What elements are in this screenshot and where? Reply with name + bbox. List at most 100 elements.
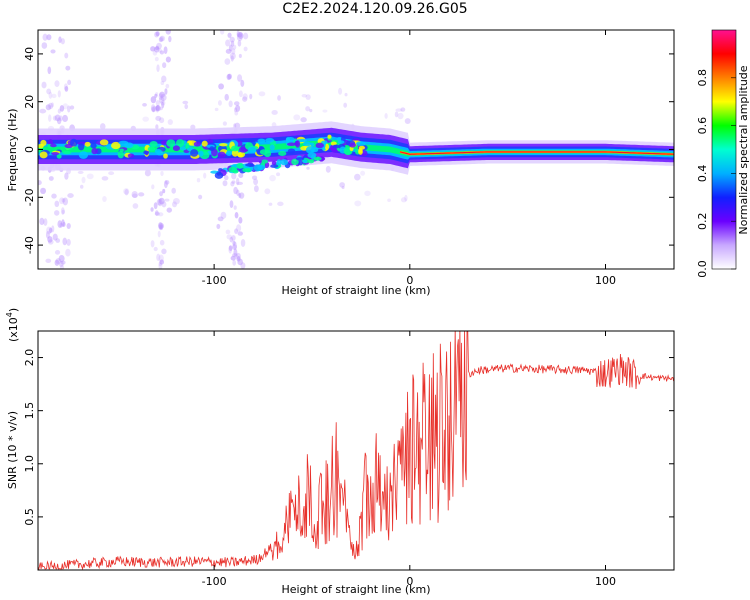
snr-frame xyxy=(37,330,675,571)
noise-dot xyxy=(57,108,61,114)
noise-dot xyxy=(222,121,227,126)
noise-dot xyxy=(55,238,61,243)
noise-dot xyxy=(277,95,281,101)
noise-dot xyxy=(39,217,45,226)
ridge-blob xyxy=(149,140,158,147)
noise-dot xyxy=(58,254,65,263)
noise-dot xyxy=(232,44,237,50)
branch-blob xyxy=(295,157,305,161)
colorbar: 0.0 0.2 0.4 0.6 0.8 Normalized spectral ampl… xyxy=(696,29,750,278)
noise-dot xyxy=(159,50,165,55)
noise-dot xyxy=(45,231,50,239)
ridge-blob xyxy=(127,153,135,158)
ridge-blob xyxy=(50,143,57,148)
branch-blob xyxy=(245,163,254,167)
noise-dot xyxy=(240,239,246,247)
noise-dot xyxy=(360,170,366,176)
ridge-blob xyxy=(355,141,366,146)
noise-dot xyxy=(242,93,248,100)
noise-dot xyxy=(190,124,196,130)
noise-dot xyxy=(108,171,115,176)
snr-background xyxy=(38,331,674,570)
x-tick-label: -100 xyxy=(202,575,227,588)
noise-dot xyxy=(57,90,61,98)
noise-dot xyxy=(165,56,171,63)
branch-blob xyxy=(313,156,322,161)
noise-dot xyxy=(258,91,266,97)
noise-dot xyxy=(54,114,61,122)
noise-dot xyxy=(228,100,233,108)
ridge-peak-core xyxy=(399,151,674,155)
noise-dot xyxy=(46,88,52,95)
noise-dot xyxy=(47,239,54,245)
noise-dot xyxy=(237,32,244,39)
noise-dot xyxy=(394,111,399,118)
noise-dot xyxy=(400,197,407,203)
noise-dot xyxy=(395,108,403,112)
noise-dot xyxy=(159,259,165,265)
y-tick-label: 20 xyxy=(23,95,36,109)
ridge-blob xyxy=(198,150,204,157)
noise-dot xyxy=(240,79,245,87)
noise-dot xyxy=(52,233,58,241)
noise-dot xyxy=(64,52,69,59)
noise-dot xyxy=(162,62,167,69)
branch-blob xyxy=(302,159,308,164)
ridge-blob xyxy=(225,150,232,156)
noise-dot xyxy=(159,91,165,98)
ridge-blob xyxy=(84,141,91,147)
noise-dot xyxy=(231,180,236,184)
ridge-blob xyxy=(51,151,60,156)
noise-dot xyxy=(233,186,238,195)
noise-dot xyxy=(47,236,53,243)
noise-dot xyxy=(237,231,243,236)
noise-dot xyxy=(81,176,86,184)
noise-dot xyxy=(45,104,52,111)
noise-dot xyxy=(41,42,48,49)
x-tick-label: 0 xyxy=(406,575,413,588)
noise-dot xyxy=(67,193,74,198)
noise-dot xyxy=(160,170,164,177)
noise-dot xyxy=(62,103,69,110)
noise-dot xyxy=(242,32,249,40)
noise-dot xyxy=(159,36,164,42)
ridge-blob xyxy=(40,139,47,147)
noise-dot xyxy=(269,174,276,182)
noise-dot xyxy=(224,58,231,65)
noise-dot xyxy=(276,172,281,177)
noise-dot xyxy=(159,239,165,246)
noise-dot xyxy=(163,180,168,189)
noise-dot xyxy=(305,94,311,100)
ridge-blob xyxy=(209,146,215,151)
noise-dot xyxy=(54,200,60,208)
colorbar-gradient xyxy=(711,29,737,270)
noise-dot xyxy=(238,216,243,224)
noise-dot xyxy=(400,107,406,112)
ridge-blob xyxy=(287,142,296,146)
noise-dot xyxy=(51,193,57,199)
noise-dot xyxy=(67,105,71,113)
colorbar-tick-label: 0.8 xyxy=(696,69,709,87)
ridge-blob xyxy=(259,149,268,155)
ridge-blob xyxy=(56,154,62,159)
noise-dot xyxy=(155,45,160,51)
noise-dot xyxy=(54,210,60,216)
noise-dot xyxy=(65,248,71,257)
x-tick-label: 100 xyxy=(595,575,616,588)
noise-dot xyxy=(228,44,233,52)
noise-dot xyxy=(161,101,165,109)
noise-dot xyxy=(387,198,391,203)
noise-dot xyxy=(171,187,176,194)
noise-dot xyxy=(216,223,221,230)
noise-dot xyxy=(150,46,156,52)
noise-dot xyxy=(48,176,54,181)
noise-dot xyxy=(67,79,72,86)
ridge-blob xyxy=(154,148,162,154)
noise-dot xyxy=(69,105,75,110)
noise-dot xyxy=(142,102,147,107)
noise-dot xyxy=(48,114,52,122)
ridge-blob xyxy=(265,137,275,143)
noise-dot xyxy=(150,240,155,248)
noise-dot xyxy=(344,92,348,97)
noise-dot xyxy=(54,250,61,255)
